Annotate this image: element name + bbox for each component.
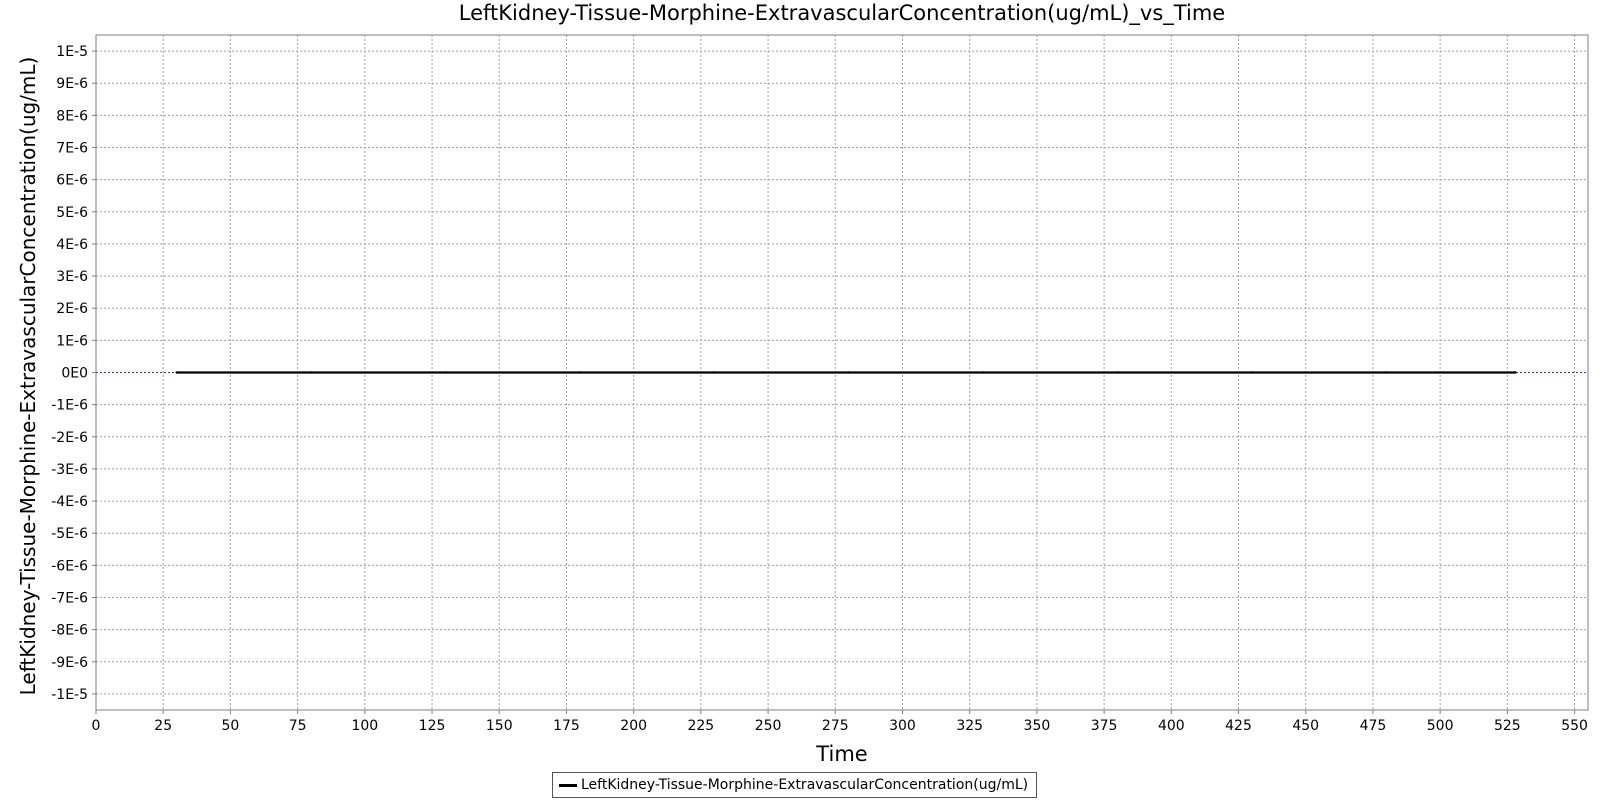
data-point (309, 371, 313, 374)
data-point (981, 371, 985, 374)
data-point (175, 371, 178, 374)
x-tick-label: 550 (1561, 718, 1588, 734)
data-point (1250, 371, 1254, 374)
y-tick-label: 7E-6 (56, 141, 88, 157)
y-tick-label: -6E-6 (51, 558, 88, 574)
y-tick-label: 1E-6 (56, 333, 88, 349)
data-point (444, 371, 447, 374)
y-tick-label: 4E-6 (56, 237, 88, 253)
data-point (713, 371, 716, 374)
x-tick-label: 450 (1292, 718, 1319, 734)
x-axis-label: Time (816, 742, 868, 766)
x-tick-label: 0 (92, 718, 101, 734)
y-tick-label: 5E-6 (56, 205, 88, 221)
data-point (1514, 371, 1517, 374)
x-tick-label: 50 (222, 718, 240, 734)
chart-title: LeftKidney-Tissue-Morphine-Extravascular… (458, 1, 1226, 25)
data-point (847, 371, 850, 374)
y-tick-label: 1E-5 (56, 44, 88, 60)
data-point (1385, 371, 1388, 374)
y-tick-label: 0E0 (61, 366, 88, 382)
y-tick-label: 9E-6 (56, 76, 88, 92)
y-tick-label: 8E-6 (56, 108, 88, 124)
x-tick-label: 275 (822, 718, 849, 734)
y-tick-label: -4E-6 (51, 494, 88, 510)
y-tick-label: -1E-5 (51, 687, 88, 703)
y-axis-label: LeftKidney-Tissue-Morphine-Extravascular… (16, 56, 40, 696)
y-tick-label: 3E-6 (56, 269, 88, 285)
x-tick-label: 75 (289, 718, 307, 734)
y-tick-label: -3E-6 (51, 462, 88, 478)
legend-swatch (559, 783, 577, 787)
x-tick-label: 250 (755, 718, 782, 734)
y-axis: 1E-5 9E-6 8E-6 7E-6 6E-6 5E-6 4E-6 3E-6 2E-6 1E-6… (51, 44, 96, 703)
y-tick-label: -2E-6 (51, 430, 88, 446)
x-tick-label: 150 (486, 718, 513, 734)
x-tick-label: 400 (1158, 718, 1185, 734)
x-tick-label: 225 (687, 718, 714, 734)
data-point (578, 371, 582, 374)
x-tick-label: 425 (1225, 718, 1252, 734)
series-layer (175, 371, 1517, 374)
x-tick-label: 500 (1427, 718, 1454, 734)
legend: LeftKidney-Tissue-Morphine-Extravascular… (552, 772, 1038, 798)
x-tick-label: 525 (1494, 718, 1521, 734)
y-tick-label: 6E-6 (56, 173, 88, 189)
y-tick-label: -9E-6 (51, 655, 88, 671)
x-tick-label: 350 (1024, 718, 1051, 734)
x-tick-label: 125 (419, 718, 446, 734)
y-tick-label: -7E-6 (51, 591, 88, 607)
x-tick-label: 175 (553, 718, 580, 734)
x-tick-label: 475 (1360, 718, 1387, 734)
data-point (1116, 371, 1119, 374)
x-tick-label: 300 (889, 718, 916, 734)
x-tick-label: 100 (351, 718, 378, 734)
x-tick-label: 25 (154, 718, 172, 734)
x-axis: 0 25 50 75 100 125 150 175 200 225 250 275 300 325 350… (92, 710, 1588, 734)
y-tick-label: -5E-6 (51, 526, 88, 542)
y-tick-label: 2E-6 (56, 301, 88, 317)
y-tick-label: -8E-6 (51, 623, 88, 639)
y-tick-label: -1E-6 (51, 398, 88, 414)
legend-label: LeftKidney-Tissue-Morphine-Extravascular… (581, 777, 1029, 793)
x-tick-label: 375 (1091, 718, 1118, 734)
x-tick-label: 200 (620, 718, 647, 734)
x-tick-label: 325 (956, 718, 983, 734)
